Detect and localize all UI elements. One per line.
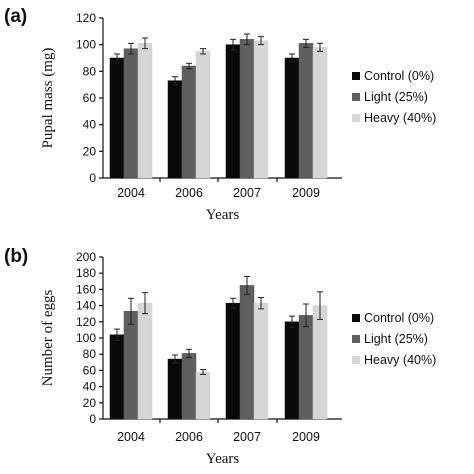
bar-2006-3	[195, 51, 211, 179]
x-tick-label: 2007	[233, 430, 261, 444]
bar-2007-3	[253, 40, 269, 179]
y-tick-label: 120	[76, 315, 96, 329]
legend: Control (0%) Light (25%) Heavy (40%)	[352, 311, 436, 367]
y-tick-label: 80	[83, 347, 97, 361]
legend-swatch	[352, 72, 360, 80]
y-tick-label: 180	[76, 266, 96, 280]
bar-2004-1	[109, 57, 125, 179]
bar-2006-1	[167, 80, 183, 179]
legend-label: Heavy (40%)	[364, 111, 436, 125]
bar-2006-2	[181, 353, 197, 420]
y-tick-label: 100	[76, 331, 96, 345]
y-tick-label: 40	[83, 118, 97, 132]
bar-2009-2	[298, 43, 314, 179]
bar-2006-2	[181, 65, 197, 179]
chart-panel-a: (a) 0 20 40 60 80 100 120 2004 2006 2007 2009 Pupal …	[4, 6, 436, 223]
bar-2006-3	[195, 371, 211, 420]
y-tick-label: 140	[76, 299, 96, 313]
legend-label: Light (25%)	[364, 90, 428, 104]
legend-label: Control (0%)	[364, 69, 434, 83]
y-tick-label: 160	[76, 282, 96, 296]
bar-2009-1	[284, 57, 300, 179]
y-tick-label: 60	[83, 363, 97, 377]
y-tick-label: 20	[83, 144, 97, 158]
bar-2009-3	[312, 305, 328, 420]
bar-2004-3	[137, 43, 153, 179]
legend-swatch	[352, 114, 360, 122]
legend-label: Control (0%)	[364, 311, 434, 325]
bar-2009-1	[284, 321, 300, 420]
x-tick-label: 2006	[175, 186, 203, 200]
y-tick-label: 120	[76, 11, 96, 25]
x-tick-label: 2004	[117, 186, 145, 200]
bar-2007-1	[225, 44, 241, 179]
x-tick-label: 2004	[117, 430, 145, 444]
bar-2009-3	[312, 47, 328, 179]
y-tick-label: 60	[83, 91, 97, 105]
bar-2009-2	[298, 315, 314, 420]
legend-swatch	[352, 93, 360, 101]
x-tick-label: 2007	[233, 186, 261, 200]
y-tick-label: 40	[83, 380, 97, 394]
y-tick-label: 100	[76, 38, 96, 52]
y-tick-label: 20	[83, 396, 97, 410]
y-tick-label: 200	[76, 250, 96, 264]
legend-label: Light (25%)	[364, 332, 428, 346]
x-axis-title: Years	[206, 451, 240, 467]
bar-2004-3	[137, 302, 153, 420]
bar-2007-1	[225, 302, 241, 420]
bar-2004-2	[123, 311, 139, 420]
y-tick-label: 80	[83, 64, 97, 78]
x-tick-label: 2009	[292, 186, 320, 200]
y-tick-label: 0	[89, 412, 96, 426]
bar-2004-1	[109, 334, 125, 420]
panel-label: (b)	[4, 246, 28, 267]
x-axis-title: Years	[206, 207, 240, 223]
panel-label: (a)	[4, 6, 27, 27]
y-axis-title: Number of eggs	[40, 290, 56, 387]
bar-2007-3	[253, 302, 269, 420]
legend-swatch	[352, 335, 360, 343]
y-axis-title: Pupal mass (mg)	[40, 48, 56, 149]
x-tick-label: 2006	[175, 430, 203, 444]
legend: Control (0%) Light (25%) Heavy (40%)	[352, 69, 436, 125]
legend-label: Heavy (40%)	[364, 353, 436, 367]
y-tick-label: 0	[89, 171, 96, 185]
legend-swatch	[352, 314, 360, 322]
bar-2006-1	[167, 358, 183, 420]
chart-panel-b: (b) 0 20 40 60 80 100 120 140 160 180 200 2004 2006 20…	[4, 246, 436, 467]
legend-swatch	[352, 356, 360, 364]
x-tick-label: 2009	[292, 430, 320, 444]
bar-2007-2	[239, 39, 255, 179]
bar-2007-2	[239, 285, 255, 420]
bar-2004-2	[123, 48, 139, 179]
